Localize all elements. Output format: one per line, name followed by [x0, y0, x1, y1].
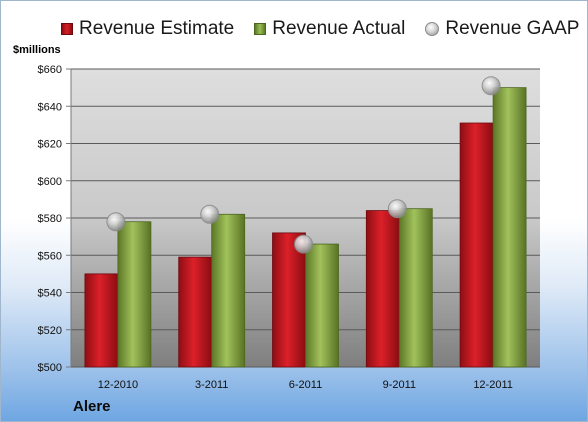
y-tick-label: $500: [38, 362, 62, 374]
y-tick-label: $580: [38, 213, 62, 225]
y-tick-label: $660: [38, 64, 62, 76]
marker-revenue-gaap: [294, 234, 313, 254]
y-tick-label: $600: [38, 176, 62, 188]
bar-revenue-actual: [305, 243, 339, 368]
legend-swatch-actual: [254, 23, 267, 35]
company-name: Alere: [73, 398, 111, 415]
y-tick-label: $620: [38, 139, 62, 151]
x-tick-label: 12-2011: [473, 379, 513, 391]
marker-revenue-gaap: [481, 76, 501, 96]
legend: Revenue Estimate Revenue Actual Revenue …: [61, 17, 579, 41]
bar-revenue-estimate: [365, 210, 400, 368]
legend-item-estimate: Revenue Estimate: [61, 18, 234, 40]
legend-item-actual: Revenue Actual: [254, 18, 405, 40]
bar-revenue-actual: [211, 213, 246, 368]
legend-label-gaap: Revenue GAAP: [445, 18, 580, 39]
legend-label-estimate: Revenue Estimate: [79, 18, 235, 39]
y-tick-label: $640: [38, 101, 62, 113]
legend-label-actual: Revenue Actual: [272, 18, 406, 39]
marker-revenue-gaap: [200, 204, 220, 224]
y-tick-label: $520: [38, 325, 62, 337]
bar-revenue-estimate: [178, 256, 213, 368]
bar-revenue-estimate: [272, 232, 306, 368]
x-tick-label: 9-2011: [383, 379, 416, 391]
y-tick-label: $540: [38, 288, 62, 300]
bar-revenue-estimate: [84, 273, 119, 368]
marker-revenue-gaap: [106, 212, 126, 232]
legend-swatch-estimate: [61, 23, 73, 35]
x-tick-label: 12-2010: [98, 379, 138, 391]
y-tick-label: $560: [38, 250, 62, 262]
y-axis-unit-label: $millions: [13, 44, 61, 56]
bar-revenue-actual: [398, 208, 433, 368]
bar-revenue-actual: [492, 87, 527, 368]
bar-revenue-estimate: [459, 122, 494, 368]
bar-revenue-actual: [117, 221, 152, 368]
legend-item-gaap: Revenue GAAP: [425, 18, 579, 40]
marker-revenue-gaap: [387, 199, 407, 219]
legend-swatch-gaap: [425, 22, 440, 36]
x-tick-label: 6-2011: [289, 379, 322, 391]
x-tick-label: 3-2011: [195, 379, 228, 391]
